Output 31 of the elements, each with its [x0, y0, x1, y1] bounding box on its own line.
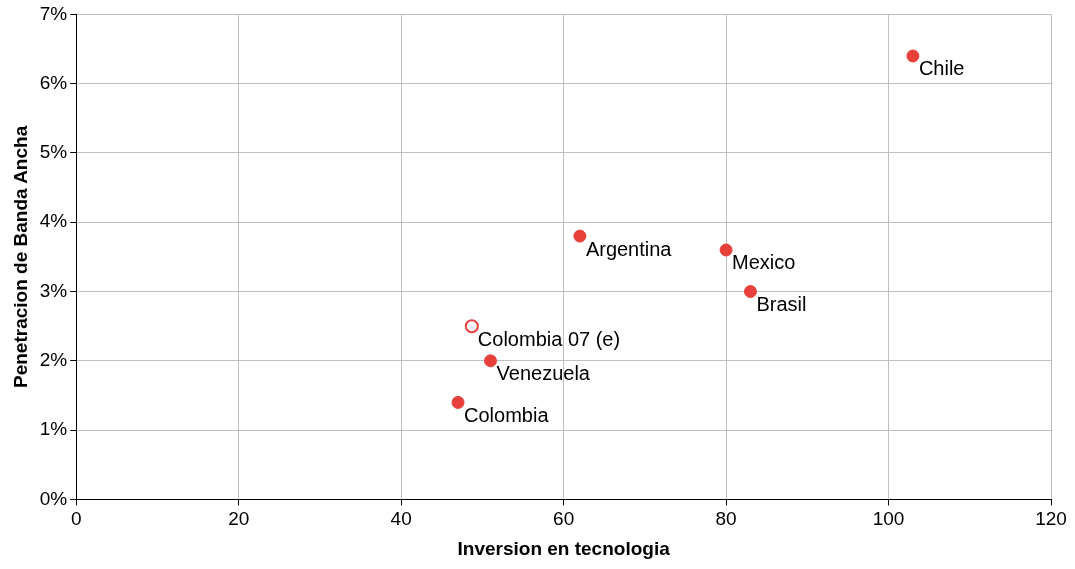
y-tick-label: 3%	[39, 279, 68, 301]
x-axis-title: Inversion en tecnologia	[457, 537, 671, 559]
annotation: Colombia	[464, 403, 550, 426]
annotation: Mexico	[732, 251, 796, 274]
point	[484, 354, 498, 368]
x-tick-label: 80	[715, 508, 737, 530]
point	[743, 285, 757, 299]
y-tick-label: 1%	[39, 418, 68, 440]
annotation: Venezuela	[496, 362, 591, 385]
point	[573, 229, 587, 243]
y-tick-label: 2%	[39, 349, 68, 371]
y-tick-label: 6%	[39, 71, 68, 93]
x-tick-label: 120	[1035, 508, 1067, 530]
annotation: Argentina	[585, 237, 673, 260]
x-tick-label: 20	[228, 508, 250, 530]
y-tick-label: 5%	[39, 141, 68, 163]
x-tick-label: 40	[390, 508, 412, 530]
point	[906, 49, 920, 63]
y-axis-title: Penetracion de Banda Ancha	[9, 125, 31, 388]
y-tick-label: 7%	[39, 2, 68, 24]
y-tick-label: 4%	[39, 210, 68, 232]
annotation: Colombia 07 (e)	[477, 327, 621, 350]
point	[451, 395, 465, 409]
annotation: Chile	[918, 57, 965, 80]
point	[464, 319, 479, 334]
x-tick-label: 60	[553, 508, 575, 530]
annotation: Brasil	[756, 293, 807, 316]
point	[719, 243, 733, 257]
x-tick-label: 0	[70, 508, 82, 530]
x-tick-label: 100	[872, 508, 905, 530]
y-tick-label: 0%	[39, 487, 68, 509]
